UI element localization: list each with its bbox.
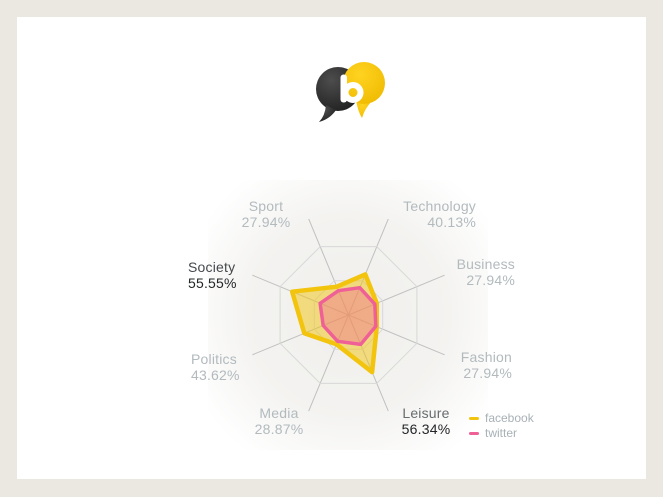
radar-chart-canvas[interactable] (233, 200, 464, 430)
legend-label: facebook (485, 411, 534, 425)
axis-label-media: Media 28.87% (229, 405, 329, 437)
axis-label-fashion: Fashion 27.94% (412, 349, 512, 381)
chart-legend: facebook twitter (469, 411, 534, 441)
radar-chart[interactable] (233, 200, 464, 430)
axis-label-name: Politics (191, 351, 237, 367)
axis-label-value: 56.34% (401, 421, 451, 437)
axis-label-value: 55.55% (188, 275, 237, 291)
axis-label-leisure: Leisure 56.34% (376, 405, 476, 437)
axis-label-name: Fashion (460, 349, 512, 365)
axis-label-value: 28.87% (254, 421, 304, 437)
axis-label-society: Society 55.55% (188, 259, 288, 291)
axis-label-value: 43.62% (191, 367, 240, 383)
yellow-speech-bubble-icon (343, 62, 385, 118)
facebook-series-swatch-icon (469, 417, 479, 420)
letter-b-icon (340, 74, 364, 103)
axis-label-name: Sport (248, 198, 284, 214)
brand-logo (316, 62, 385, 122)
axis-label-technology: Technology 40.13% (376, 198, 476, 230)
legend-label: twitter (485, 426, 518, 440)
axis-label-value: 27.94% (466, 272, 515, 288)
axis-label-politics: Politics 43.62% (191, 351, 291, 383)
axis-label-value: 27.94% (463, 365, 512, 381)
axis-label-name: Society (188, 259, 236, 275)
axis-label-value: 40.13% (427, 214, 476, 230)
axis-label-name: Media (259, 405, 299, 421)
twitter-series-polygon[interactable] (318, 285, 378, 347)
content-panel: Sport 27.94% Technology 40.13% Business … (17, 17, 646, 479)
axis-label-name: Technology (403, 198, 476, 214)
axis-label-value: 27.94% (241, 214, 291, 230)
twitter-series-swatch-icon (469, 432, 479, 435)
axis-label-name: Business (456, 256, 515, 272)
legend-item-facebook[interactable]: facebook (469, 411, 534, 426)
legend-item-twitter[interactable]: twitter (469, 426, 534, 441)
axis-label-business: Business 27.94% (415, 256, 515, 288)
axis-label-sport: Sport 27.94% (216, 198, 316, 230)
axis-label-name: Leisure (402, 405, 450, 421)
radar-outer-ring (279, 246, 418, 384)
